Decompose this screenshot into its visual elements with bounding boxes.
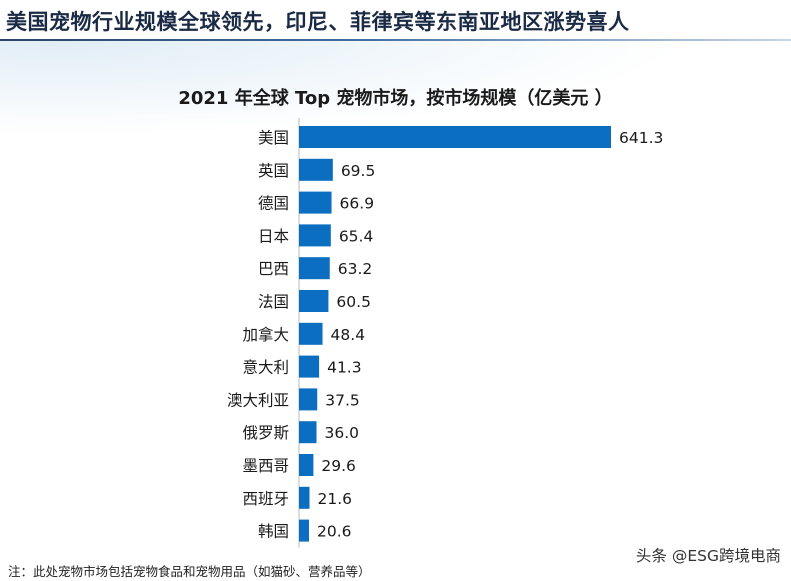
bar <box>299 322 323 345</box>
category-label: 西班牙 <box>242 490 289 508</box>
bar <box>299 388 318 411</box>
value-label: 41.3 <box>327 359 362 377</box>
category-label: 美国 <box>258 129 289 147</box>
bar <box>299 158 333 181</box>
value-label: 36.0 <box>325 424 360 442</box>
category-label: 加拿大 <box>242 325 289 344</box>
chart-title: 2021 年全球 Top 宠物市场，按市场规模（亿美元 ） <box>178 88 613 109</box>
watermark: 头条 @ESG跨境电商 <box>635 547 781 565</box>
page-title: 美国宠物行业规模全球领先，印尼、菲律宾等东南亚地区涨势喜人 <box>6 10 630 34</box>
bar <box>299 191 332 214</box>
bar <box>299 486 310 509</box>
value-label: 65.4 <box>339 227 374 245</box>
category-label: 日本 <box>258 227 289 245</box>
value-label: 20.6 <box>317 523 352 541</box>
value-label: 66.9 <box>340 195 375 213</box>
bar <box>299 355 320 378</box>
category-label: 澳大利亚 <box>227 391 289 409</box>
bar <box>299 421 317 444</box>
category-label: 韩国 <box>258 523 289 541</box>
value-label: 63.2 <box>338 260 373 278</box>
value-label: 60.5 <box>336 293 371 311</box>
value-label: 29.6 <box>321 457 356 475</box>
value-label: 69.5 <box>341 162 376 180</box>
category-label: 法国 <box>258 293 289 311</box>
value-label: 37.5 <box>325 391 360 409</box>
category-label: 巴西 <box>258 260 289 278</box>
bar <box>299 454 314 476</box>
header-rule <box>0 39 791 41</box>
value-label: 641.3 <box>619 129 663 147</box>
category-label: 英国 <box>258 162 289 180</box>
value-label: 48.4 <box>331 326 366 344</box>
footnote: 注：此处宠物市场包括宠物食品和宠物用品（如猫砂、营养品等） <box>8 564 371 579</box>
category-label: 意大利 <box>242 358 289 377</box>
bar <box>299 290 329 312</box>
bar <box>299 257 330 280</box>
value-label: 21.6 <box>318 490 353 508</box>
bar <box>299 224 331 247</box>
category-label: 墨西哥 <box>242 457 289 475</box>
bar <box>299 126 611 148</box>
bar <box>299 519 310 542</box>
bars-group: 美国 641.3 英国 69.5 德国 66.9 日本 65.4 巴西 63.2 法国 60.5 加拿大… <box>227 118 663 548</box>
category-label: 俄罗斯 <box>242 424 289 442</box>
category-label: 德国 <box>258 195 289 213</box>
